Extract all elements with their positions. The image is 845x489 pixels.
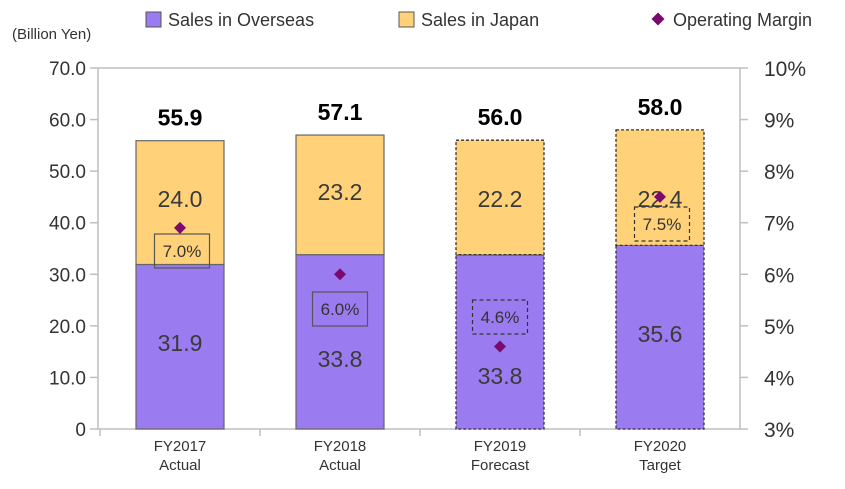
x-tick-label-year: FY2020: [634, 438, 687, 455]
margin-marker: [494, 340, 506, 353]
legend-marker-margin: [651, 12, 665, 26]
y-left-tick-label: 10.0: [49, 368, 86, 389]
margin-label: 7.0%: [163, 242, 202, 261]
y-right-tick-label: 7%: [764, 213, 794, 236]
label-overseas: 35.6: [638, 321, 683, 347]
bar-japan: [295, 134, 385, 256]
bar-japan: [455, 139, 545, 256]
legend-label-margin: Operating Margin: [673, 10, 812, 30]
x-tick-label-type: Target: [639, 457, 682, 474]
x-tick-label-year: FY2018: [314, 438, 367, 455]
legend-label-overseas: Sales in Overseas: [168, 10, 314, 30]
y-axis-left: 0 10.0 20.0 30.0 40.0 50.0 60.0 70.0: [49, 59, 98, 441]
data-labels: 31.9 24.0 55.9 33.8 23.2 57.1 33.8 22.2 56.0 35.6…: [158, 94, 683, 389]
bar-overseas: [135, 263, 225, 430]
margin-label-box: [633, 206, 691, 242]
margin-label: 4.6%: [481, 308, 520, 327]
label-total: 57.1: [318, 99, 363, 125]
legend: Sales in Overseas Sales in Japan Operati…: [145, 10, 812, 30]
y-right-tick-label: 4%: [764, 367, 794, 390]
x-axis: FY2017 Actual FY2018 Actual FY2019 Forecast FY…: [99, 429, 687, 474]
bar-overseas: [295, 254, 385, 430]
y-right-tick-label: 3%: [764, 419, 794, 442]
x-tick-label-type: Actual: [159, 457, 201, 474]
y-right-tick-label: 6%: [764, 264, 794, 287]
margin-label: 7.5%: [643, 215, 682, 234]
legend-swatch-japan: [398, 11, 415, 28]
y-axis-right: 3% 4% 5% 6% 7% 8% 9% 10%: [740, 58, 806, 442]
y-right-tick-label: 10%: [764, 58, 806, 81]
plot-area: [97, 67, 741, 430]
bars: [135, 129, 705, 430]
x-tick-label-year: FY2017: [154, 438, 207, 455]
y-left-tick-label: 30.0: [49, 265, 86, 286]
margin-label: 6.0%: [321, 300, 360, 319]
bar-overseas: [615, 244, 705, 430]
margin-label-box: [153, 233, 211, 269]
label-total: 55.9: [158, 105, 203, 131]
label-total: 58.0: [638, 94, 683, 120]
y-left-tick-label: 20.0: [49, 317, 86, 338]
label-japan: 24.0: [158, 186, 203, 212]
bar-overseas: [455, 254, 545, 430]
y-right-tick-label: 8%: [764, 161, 794, 184]
margin-marker: [334, 268, 346, 281]
label-overseas: 33.8: [478, 363, 523, 389]
label-overseas: 33.8: [318, 346, 363, 372]
y-left-tick-label: 50.0: [49, 162, 86, 183]
x-tick-label-year: FY2019: [474, 438, 527, 455]
y-right-tick-label: 5%: [764, 316, 794, 339]
y-right-tick-label: 9%: [764, 110, 794, 133]
y-left-tick-label: 0: [75, 420, 86, 441]
legend-swatch-overseas: [145, 11, 162, 28]
label-japan: 22.2: [478, 186, 523, 212]
label-japan: 23.2: [318, 179, 363, 205]
y-left-tick-label: 70.0: [49, 59, 86, 80]
x-tick-label-type: Actual: [319, 457, 361, 474]
y-left-tick-label: 60.0: [49, 111, 86, 132]
unit-label: (Billion Yen): [12, 26, 91, 43]
margin-label-box: [311, 291, 369, 327]
margin-label-box: [471, 299, 529, 335]
x-tick-label-type: Forecast: [471, 457, 530, 474]
label-total: 56.0: [478, 104, 523, 130]
label-overseas: 31.9: [158, 330, 203, 356]
margin-marker: [654, 190, 666, 203]
margin-marker: [174, 221, 186, 234]
margin-markers: 7.0% 6.0% 4.6% 7.5%: [153, 190, 691, 353]
y-left-tick-label: 40.0: [49, 214, 86, 235]
legend-label-japan: Sales in Japan: [421, 10, 539, 30]
bar-japan: [615, 129, 705, 247]
